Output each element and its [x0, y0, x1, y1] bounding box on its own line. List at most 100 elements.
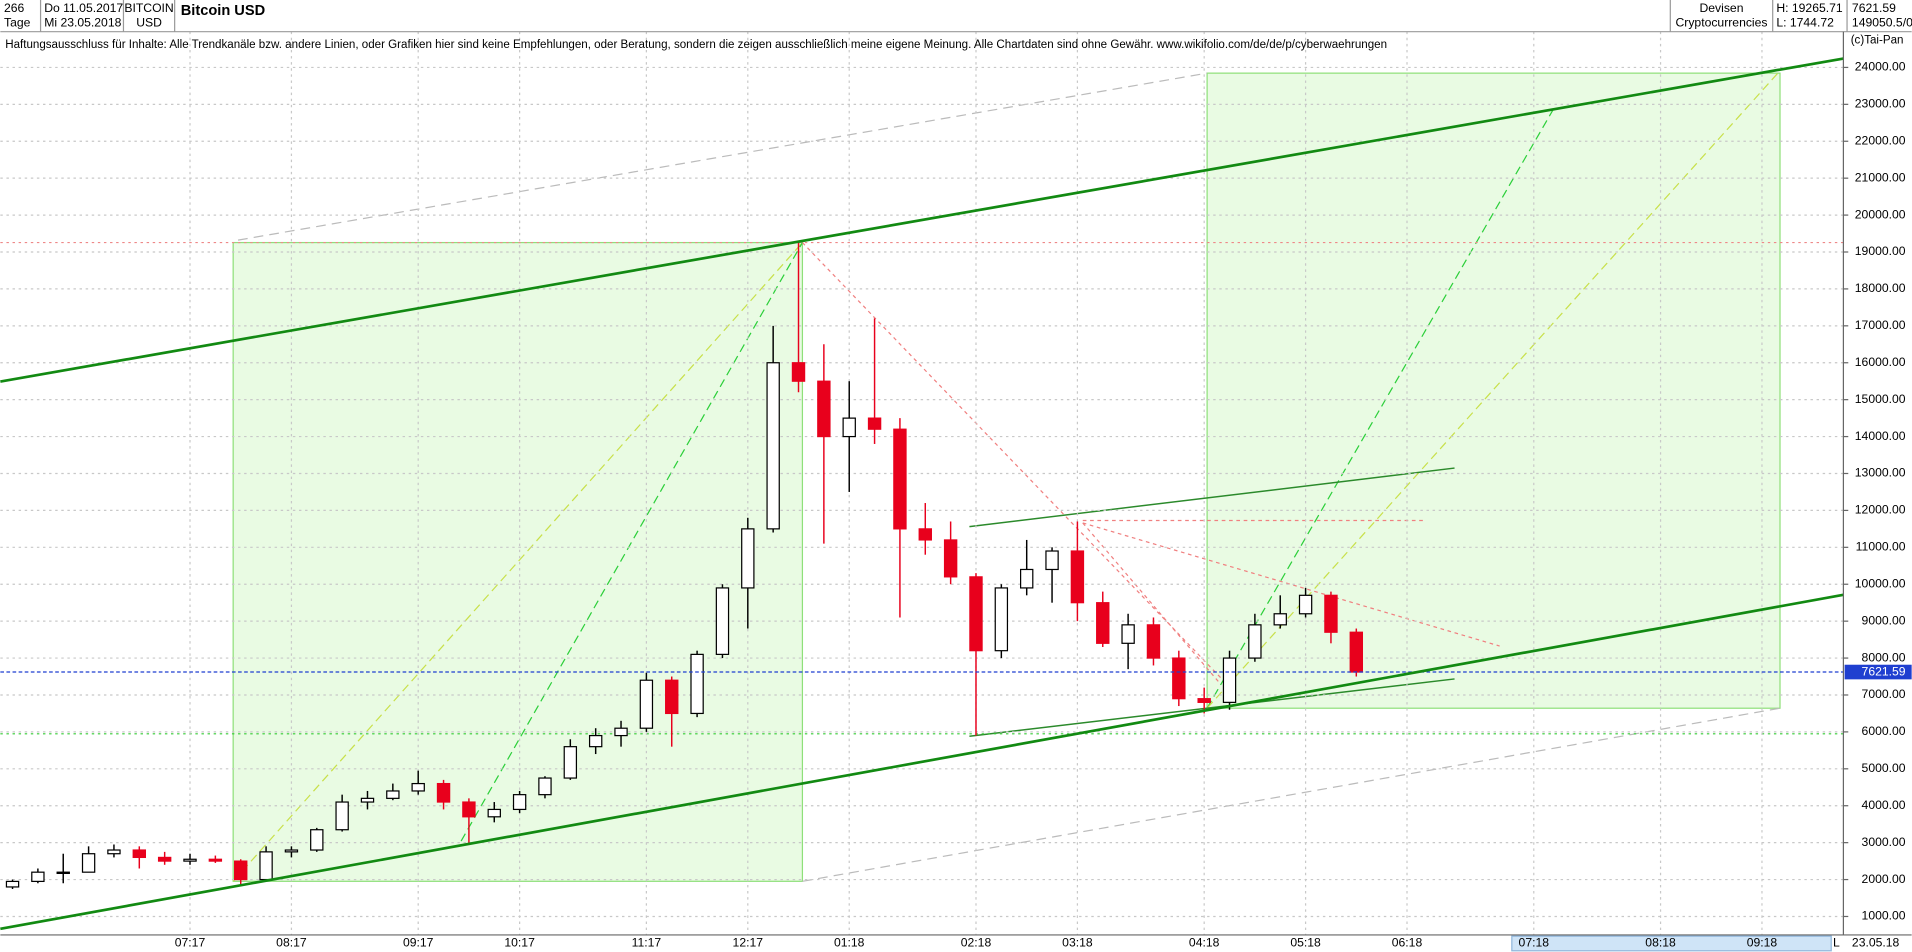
y-tick-label: 9000.00 — [1862, 613, 1906, 627]
last-info: 7621.59 — [1852, 1, 1896, 15]
candle-body — [1324, 594, 1338, 633]
y-tick-label: 10000.00 — [1855, 576, 1906, 590]
y-tick-label: 13000.00 — [1855, 466, 1906, 480]
candle-body — [81, 853, 96, 873]
volume-info: 149050.5/0 — [1852, 15, 1912, 29]
currency: USD — [136, 15, 162, 29]
channel-line — [969, 467, 1455, 528]
candle-body — [487, 808, 501, 818]
y-tick-label: 15000.00 — [1855, 392, 1906, 406]
y-tick-label: 14000.00 — [1855, 429, 1906, 443]
candle-body — [31, 871, 45, 883]
channel-line — [969, 678, 1455, 737]
candle-body — [766, 362, 780, 530]
y-tick-label: 24000.00 — [1855, 60, 1906, 74]
candle-body — [1096, 602, 1110, 644]
candle-body — [462, 801, 476, 818]
y-tick-label: 5000.00 — [1862, 761, 1906, 775]
low-info: L: 1744.72 — [1776, 15, 1834, 29]
candle-body — [867, 417, 882, 430]
group: Cryptocurrencies — [1676, 15, 1768, 29]
x-tick-label: 12:17 — [733, 936, 764, 950]
x-tick-label: 06:18 — [1392, 936, 1423, 950]
candles — [0, 242, 1844, 889]
candle-body — [259, 851, 273, 881]
x-tick-label: 01:18 — [834, 936, 865, 950]
trend-line — [0, 593, 1844, 931]
candle-body — [741, 528, 755, 589]
candle-body — [107, 849, 121, 855]
start-date: Do 11.05.2017 — [44, 1, 123, 15]
projection-line — [237, 72, 1208, 241]
y-tick-label: 7000.00 — [1862, 687, 1906, 701]
candle-body — [563, 746, 578, 779]
y-tick-label: 6000.00 — [1862, 724, 1906, 738]
y-tick-label: 23000.00 — [1855, 97, 1906, 111]
x-tick-label: 09:18 — [1747, 936, 1778, 950]
candle-body — [893, 428, 907, 530]
trend-line — [0, 57, 1844, 383]
candle-body — [918, 528, 932, 541]
candle-body — [335, 801, 349, 831]
candle-body — [1146, 624, 1161, 659]
x-tick-label: 11:17 — [632, 936, 662, 950]
y-tick-label: 18000.00 — [1855, 281, 1906, 295]
candle-body — [842, 417, 856, 438]
y-tick-label: 8000.00 — [1862, 650, 1906, 664]
candle-body — [1019, 568, 1034, 589]
candle-body — [817, 380, 831, 438]
candle-body — [1121, 624, 1135, 644]
x-tick-label: 04:18 — [1189, 936, 1220, 950]
candle-body — [360, 797, 375, 803]
y-tick-label: 11000.00 — [1856, 540, 1906, 554]
candle-body — [386, 790, 400, 799]
chart-title: Bitcoin USD — [181, 3, 265, 19]
high-info: H: 19265.71 — [1776, 1, 1843, 15]
candle-body — [310, 829, 324, 851]
x-tick-label: 03:18 — [1062, 936, 1093, 950]
candle-body — [1045, 550, 1059, 571]
y-tick-label: 21000.00 — [1855, 170, 1906, 184]
drawings — [0, 70, 1844, 882]
scroll-bar[interactable] — [1511, 935, 1832, 952]
period[interactable]: Tage — [4, 15, 31, 29]
x-tick-label: 08:17 — [276, 936, 307, 950]
header-bg — [0, 0, 1912, 32]
copyright: (c)Tai-Pan — [1851, 34, 1904, 46]
candle-body — [132, 849, 147, 859]
candle-body — [791, 362, 806, 382]
bar-count[interactable]: 266 — [4, 1, 25, 15]
end-date-label: 23.05.18 — [1852, 936, 1900, 950]
candle-body — [588, 734, 603, 748]
x-tick-label: 09:17 — [403, 936, 434, 950]
x-tick-label: 08:18 — [1645, 936, 1676, 950]
y-tick-label: 4000.00 — [1862, 798, 1906, 812]
candle-body — [1222, 657, 1237, 703]
candle-body — [690, 653, 704, 715]
candle-body — [715, 587, 730, 655]
symbol: BITCOIN — [124, 1, 173, 15]
x-tick-label: 07:17 — [175, 936, 206, 950]
candle-body — [1197, 698, 1211, 703]
candle-body — [1349, 631, 1364, 673]
y-tick-label: 20000.00 — [1855, 207, 1906, 221]
y-tick-label: 22000.00 — [1855, 133, 1906, 147]
candle-body — [436, 782, 451, 803]
disclaimer: Haftungsausschluss für Inhalte: Alle Tre… — [5, 39, 1387, 51]
resistance-line — [1082, 522, 1220, 684]
candle-body — [1172, 657, 1186, 700]
candle-body — [1070, 550, 1085, 604]
candle-body — [1298, 594, 1313, 615]
y-tick-label: 3000.00 — [1862, 835, 1906, 849]
y-tick-label: 12000.00 — [1855, 503, 1906, 517]
y-tick-label: 1000.00 — [1862, 909, 1906, 923]
diagonal — [232, 242, 803, 882]
candle-body — [1248, 624, 1262, 659]
candle-body — [183, 858, 197, 862]
scale-mode[interactable]: L — [1833, 936, 1840, 950]
candle-body — [5, 880, 20, 888]
x-tick-label: 10:17 — [504, 936, 535, 950]
trend-lines — [0, 57, 1844, 931]
y-tick-label: 2000.00 — [1862, 872, 1906, 886]
